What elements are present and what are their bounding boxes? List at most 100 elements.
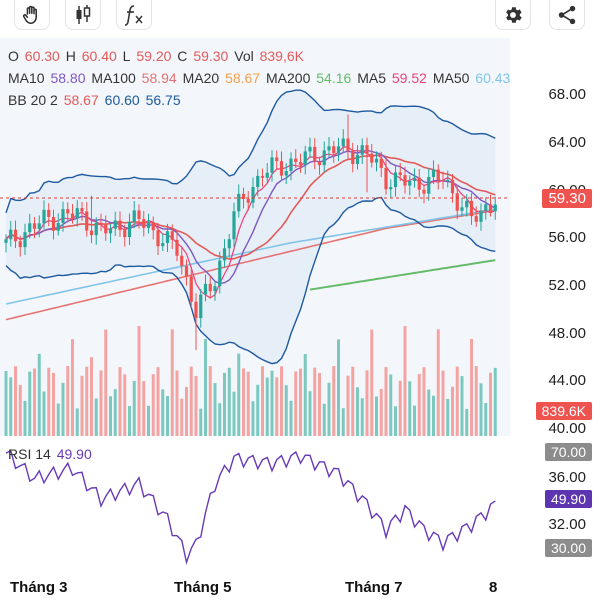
volume-bar [189,366,193,436]
candle-body [70,213,75,219]
share-button[interactable] [549,0,585,30]
volume-bar [322,403,326,436]
price-axis-tick: 56.00 [548,229,586,246]
ma100-label: MA100 [91,70,136,86]
volume-bar [137,326,141,436]
volume-bar [284,385,288,436]
low-value: 59.20 [136,48,172,64]
candle-body [232,211,236,240]
volume-bar [227,367,231,436]
candle-body [170,231,174,240]
volume-bar [142,381,146,436]
candle-body [251,187,255,203]
volume-bar [417,374,421,436]
candle-body [104,224,108,234]
volume-bar [299,368,302,436]
candle-body [446,179,450,182]
rsi-chart-canvas[interactable] [0,438,510,568]
volume-bar [313,367,317,436]
volume-bar [75,408,79,436]
candle-body [298,162,303,165]
indicators-button[interactable] [116,0,152,30]
volume-bar [180,398,184,436]
candle-body [137,210,141,220]
volume-bar [318,373,321,436]
price-chart-canvas[interactable] [0,38,510,436]
volume-bar [465,408,469,436]
candle-body [332,146,336,154]
candle-body [308,146,312,152]
candle-body [13,229,18,242]
candle-body [189,276,193,302]
candle-body [227,239,231,249]
volume-bar [213,383,217,436]
ma50-value: 60.43 [475,70,511,86]
volume-bar [460,376,464,436]
volume-bar [261,366,264,436]
ma-legend: MA10 58.80 MA100 58.94 MA20 58.67 MA200 … [8,70,512,86]
volume-bar [14,366,17,436]
candle-body [465,200,469,208]
candle-body [51,216,56,231]
candle-body [32,223,37,229]
candle-body [123,230,127,238]
time-axis-label: Tháng 7 [345,579,403,596]
candle-body [94,222,98,236]
volume-bar [56,403,60,436]
ma200-line [309,259,496,291]
volume-bar [337,339,340,436]
volume-bar [479,383,483,436]
price-axis-tick: 68.00 [548,86,586,103]
candle-body [436,169,440,181]
candle-body [398,172,402,176]
volume-bar [332,366,336,436]
chart-type-button[interactable] [65,0,101,30]
close-value: 59.30 [193,48,229,64]
ohlc-legend: O 60.30 H 60.40 L 59.20 C 59.30 Vol 839,… [8,48,306,64]
candle-body [260,175,265,178]
candle-body [303,151,307,165]
candle-body [66,209,70,214]
volume-bar [204,339,207,436]
candle-body [47,209,51,217]
candle-body [146,223,151,228]
candle-body [370,153,374,163]
candle-body [360,145,364,155]
volume-bar [294,371,298,436]
candle-body [455,193,459,211]
candle-body [374,158,379,163]
candle-body [417,177,421,190]
volume-bar [436,329,440,436]
rsi-value: 49.90 [56,446,92,462]
candle-body [408,180,412,186]
volume-bar [356,387,359,436]
volume-bar [474,366,478,436]
volume-bar [484,403,488,436]
volume-bar [346,375,350,436]
ma20-label: MA20 [182,70,220,86]
chart-toolbar [0,0,600,38]
volume-bar [123,374,127,436]
volume-bar [28,371,32,436]
price-axis-tick: 52.00 [548,277,586,294]
volume-bar [275,377,279,436]
volume-bar [394,406,397,436]
open-label: O [8,48,19,64]
settings-button[interactable] [495,0,531,30]
volume-bar [470,338,473,436]
candle-body [23,232,27,248]
volume-bar [341,408,345,436]
pan-tool-button[interactable] [14,0,50,30]
volume-bar [128,406,131,436]
candle-body [56,222,60,231]
volume-bar [432,395,435,436]
candle-body [99,222,103,225]
candle-body [89,230,94,236]
candle-body [108,228,113,234]
candle-body [355,154,360,165]
candle-body [351,150,355,165]
candle-body [203,283,208,295]
candle-body [151,223,155,231]
candle-body [441,180,445,182]
volume-bar [455,366,459,436]
